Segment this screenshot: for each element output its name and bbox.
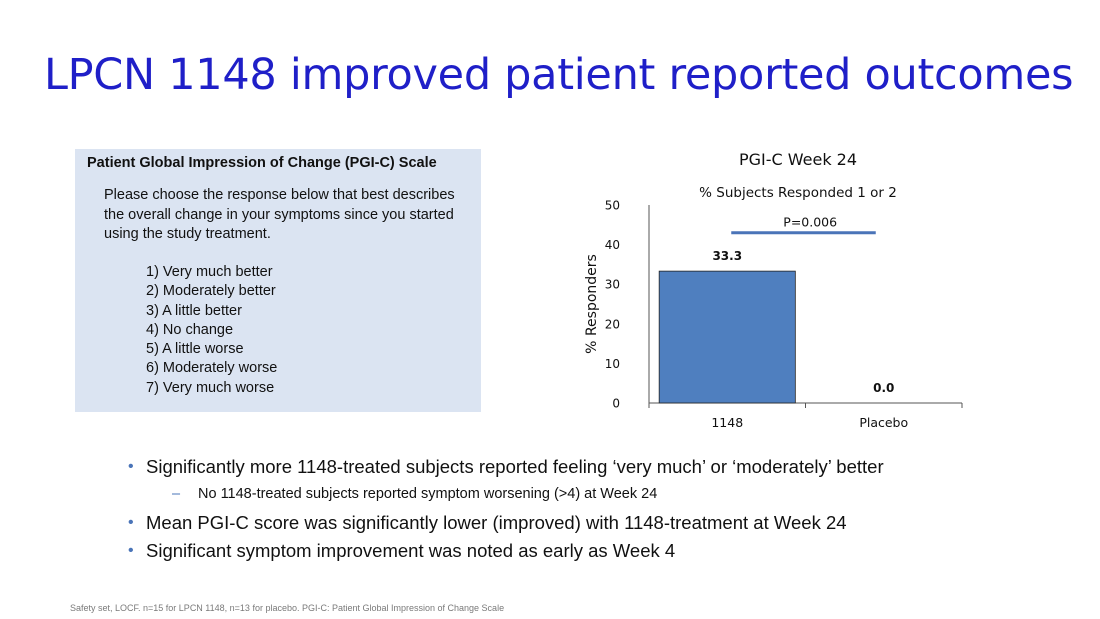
bar-data-label: 0.0	[873, 381, 894, 395]
y-tick-label: 10	[605, 357, 620, 371]
p-value-label: P=0.006	[783, 215, 837, 230]
pgic-option: 6) Moderately worse	[146, 360, 278, 377]
pgic-scale-box: Patient Global Impression of Change (PGI…	[75, 149, 481, 412]
sub-bullet-dash: –	[172, 486, 181, 502]
bullet-text: Significantly more 1148-treated subjects…	[146, 456, 884, 477]
pgic-option: 5) A little worse	[146, 341, 244, 358]
y-tick-label: 40	[605, 238, 620, 252]
sub-bullet-text: No 1148-treated subjects reported sympto…	[198, 486, 658, 502]
pgic-week24-chart: PGI-C Week 24 % Subjects Responded 1 or 2…	[584, 150, 963, 430]
footnote: Safety set, LOCF. n=15 for LPCN 1148, n=…	[70, 603, 505, 613]
bullet-dot: •	[128, 514, 134, 531]
y-axis-label: % Responders	[584, 254, 600, 354]
bullet-dot: •	[128, 542, 134, 559]
y-tick-label: 30	[605, 278, 620, 292]
bar-data-label: 33.3	[712, 249, 742, 263]
pgic-option: 4) No change	[146, 321, 234, 338]
y-tick-label: 0	[612, 397, 620, 411]
pgic-options-list: 1) Very much better 2) Moderately better…	[146, 263, 277, 398]
pgic-option: 3) A little better	[146, 302, 242, 319]
y-tick-label: 20	[605, 317, 620, 331]
bullet-text: Significant symptom improvement was note…	[146, 540, 676, 561]
chart-title: PGI-C Week 24	[739, 150, 857, 169]
pgic-option: 2) Moderately better	[146, 283, 276, 300]
pgic-box-prompt: Please choose the response below that be…	[104, 187, 455, 242]
pgic-option: 7) Very much worse	[146, 379, 275, 396]
pgic-box-heading: Patient Global Impression of Change (PGI…	[87, 155, 437, 171]
bar-1148	[658, 270, 796, 404]
bullet-item: • Significantly more 1148-treated subjec…	[128, 456, 1088, 478]
x-tick-label: 1148	[711, 415, 743, 430]
pgic-option: 1) Very much better	[146, 264, 273, 280]
y-tick-label: 50	[605, 199, 620, 213]
bullet-item: • Mean PGI-C score was significantly low…	[128, 512, 1088, 534]
sub-bullet-item: – No 1148-treated subjects reported symp…	[128, 484, 1088, 504]
bullet-list: • Significantly more 1148-treated subjec…	[128, 456, 1088, 568]
bullet-dot: •	[128, 458, 134, 475]
chart-subtitle: % Subjects Responded 1 or 2	[699, 185, 897, 201]
bullet-item: • Significant symptom improvement was no…	[128, 540, 1088, 562]
bullet-text: Mean PGI-C score was significantly lower…	[146, 512, 847, 533]
x-tick-label: Placebo	[859, 415, 908, 430]
slide-title: LPCN 1148 improved patient reported outc…	[44, 50, 1074, 100]
